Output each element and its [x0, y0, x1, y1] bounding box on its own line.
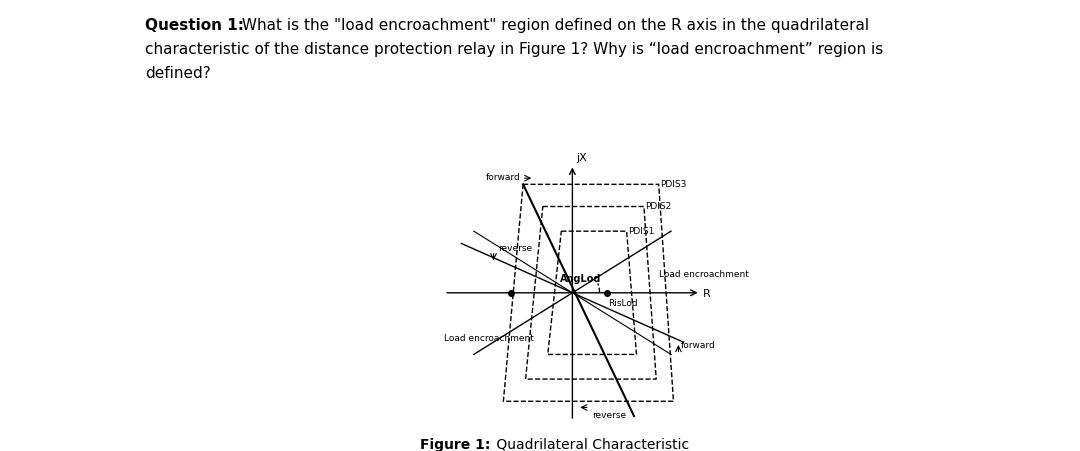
Text: AngLod: AngLod	[561, 273, 602, 283]
Text: What is the "load encroachment" region defined on the R axis in the quadrilatera: What is the "load encroachment" region d…	[237, 18, 869, 33]
Text: PDIS3: PDIS3	[660, 179, 686, 189]
Text: Load encroachment: Load encroachment	[659, 269, 748, 278]
Text: forward: forward	[680, 341, 716, 350]
Text: Figure 1:: Figure 1:	[420, 437, 490, 451]
Text: characteristic of the distance protection relay in Figure 1? Why is “load encroa: characteristic of the distance protectio…	[145, 42, 883, 57]
Text: Question 1:: Question 1:	[145, 18, 244, 33]
Text: jX: jX	[576, 153, 586, 163]
Text: reverse: reverse	[592, 410, 626, 419]
Text: R: R	[703, 288, 711, 298]
Text: PDIS2: PDIS2	[645, 202, 672, 211]
Text: forward: forward	[486, 173, 521, 182]
Text: defined?: defined?	[145, 66, 211, 81]
Text: RisLod: RisLod	[608, 298, 638, 307]
Text: reverse: reverse	[499, 244, 532, 253]
Text: Load encroachment: Load encroachment	[444, 333, 535, 342]
Text: PDIS1: PDIS1	[627, 226, 654, 235]
Text: Quadrilateral Characteristic: Quadrilateral Characteristic	[492, 437, 689, 451]
